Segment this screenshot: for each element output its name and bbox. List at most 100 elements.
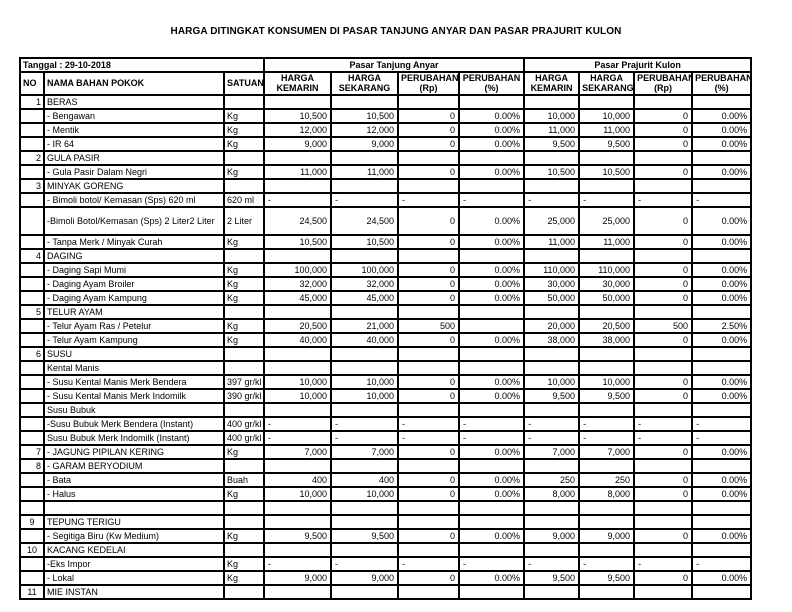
value-cell: 0.00% — [691, 135, 753, 152]
unit-cell: 397 gr/kl — [222, 373, 266, 390]
row-number-cell: 11 — [19, 583, 45, 600]
unit-cell — [222, 359, 266, 376]
item-name-cell: - Gula Pasir Dalam Negri — [43, 163, 225, 180]
value-cell — [458, 457, 526, 474]
row-number-cell: 4 — [19, 247, 45, 264]
value-cell: 0.00% — [691, 233, 753, 250]
value-cell: 0.00% — [458, 205, 526, 236]
value-cell — [458, 583, 526, 600]
value-cell: - — [263, 429, 333, 446]
value-cell — [633, 583, 694, 600]
value-cell: 0 — [633, 443, 694, 460]
value-cell: 0 — [397, 163, 461, 180]
value-cell: - — [578, 415, 636, 432]
value-cell — [397, 583, 461, 600]
item-name-cell: SUSU — [43, 345, 225, 362]
col-header-harga-kemarin-ta: HARGA KEMARIN — [263, 71, 333, 96]
value-cell: 110,000 — [578, 261, 636, 278]
value-cell: - — [263, 415, 333, 432]
value-cell: 0 — [397, 205, 461, 236]
value-cell: - — [397, 191, 461, 208]
unit-cell: Kg — [222, 443, 266, 460]
table-row: 4 DAGING — [19, 247, 753, 264]
value-cell — [458, 93, 526, 110]
value-cell: 30,000 — [523, 275, 581, 292]
value-cell: - — [691, 415, 753, 432]
value-cell — [633, 541, 694, 558]
item-name-cell: DAGING — [43, 247, 225, 264]
value-cell: 0.00% — [691, 275, 753, 292]
value-cell: - — [330, 555, 400, 572]
value-cell — [633, 345, 694, 362]
unit-cell — [222, 93, 266, 110]
value-cell — [397, 513, 461, 530]
table-row: -Susu Bubuk Merk Bendera (Instant) 400 gr… — [19, 415, 753, 432]
table-row: - Bengawan Kg 10,500 10,500 0 0.00% 10,000 10,0… — [19, 107, 753, 124]
value-cell: - — [458, 415, 526, 432]
value-cell: 32,000 — [330, 275, 400, 292]
value-cell — [578, 177, 636, 194]
unit-cell: Kg — [222, 275, 266, 292]
value-cell — [523, 583, 581, 600]
value-cell — [263, 583, 333, 600]
value-cell: - — [691, 555, 753, 572]
value-cell — [578, 513, 636, 530]
value-cell: 0.00% — [691, 205, 753, 236]
value-cell: 0 — [633, 387, 694, 404]
value-cell: 9,000 — [263, 135, 333, 152]
value-cell: 11,000 — [523, 233, 581, 250]
value-cell: - — [330, 191, 400, 208]
col-header-perubahan-rp-ta: PERUBAHAN (Rp) — [397, 71, 461, 96]
item-name-cell: -Bimoli Botol/Kemasan (Sps) 2 Liter2 Lit… — [43, 205, 225, 236]
value-cell: 0.00% — [691, 471, 753, 488]
value-cell — [633, 93, 694, 110]
value-cell: 0.00% — [691, 107, 753, 124]
value-cell: 0 — [397, 261, 461, 278]
unit-cell: Kg — [222, 527, 266, 544]
unit-cell: Kg — [222, 317, 266, 334]
unit-cell: Kg — [222, 555, 266, 572]
value-cell: - — [691, 191, 753, 208]
unit-cell: Kg — [222, 163, 266, 180]
unit-cell: Kg — [222, 261, 266, 278]
table-row: - Gula Pasir Dalam Negri Kg 11,000 11,000 0 0… — [19, 163, 753, 180]
table-row: 11 MIE INSTAN — [19, 583, 753, 600]
row-number-cell: 8 — [19, 457, 45, 474]
item-name-cell: MINYAK GORENG — [43, 177, 225, 194]
unit-cell: 2 Liter — [222, 205, 266, 236]
value-cell: 0.00% — [458, 275, 526, 292]
value-cell — [691, 513, 753, 530]
value-cell — [397, 149, 461, 166]
value-cell: 21,000 — [330, 317, 400, 334]
value-cell — [691, 93, 753, 110]
value-cell: 10,000 — [578, 373, 636, 390]
value-cell: 0.00% — [691, 387, 753, 404]
value-cell: 0.00% — [458, 289, 526, 306]
item-name-cell: - Susu Kental Manis Merk Bendera — [43, 373, 225, 390]
unit-cell — [222, 457, 266, 474]
value-cell: 7,000 — [263, 443, 333, 460]
value-cell: 10,000 — [523, 107, 581, 124]
value-cell: 10,000 — [578, 107, 636, 124]
row-number-cell: 9 — [19, 513, 45, 530]
value-cell — [397, 177, 461, 194]
item-name-cell: Susu Bubuk — [43, 401, 225, 418]
value-cell: - — [330, 429, 400, 446]
item-name-cell — [43, 499, 225, 516]
value-cell: 0 — [633, 107, 694, 124]
value-cell: 0 — [397, 569, 461, 586]
value-cell: 10,500 — [330, 233, 400, 250]
value-cell — [397, 303, 461, 320]
value-cell: 0.00% — [458, 569, 526, 586]
table-row: 8- GARAM BERYODIUM — [19, 457, 753, 474]
unit-cell: Kg — [222, 289, 266, 306]
value-cell: 9,000 — [263, 569, 333, 586]
value-cell — [578, 541, 636, 558]
item-name-cell: GULA PASIR — [43, 149, 225, 166]
value-cell — [458, 247, 526, 264]
item-name-cell: MIE INSTAN — [43, 583, 225, 600]
value-cell: 12,000 — [330, 121, 400, 138]
value-cell — [397, 247, 461, 264]
value-cell: 0 — [397, 373, 461, 390]
